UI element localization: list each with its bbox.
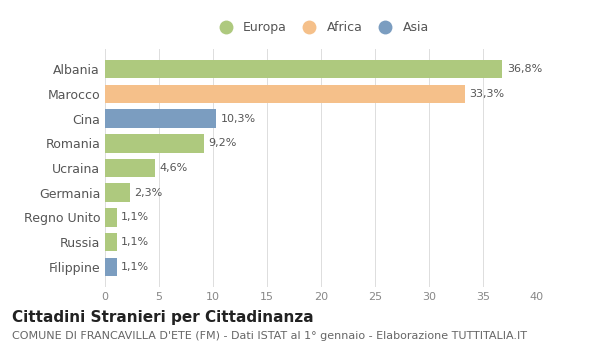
Bar (105, 208, 117, 227)
Text: Cittadini Stranieri per Cittadinanza: Cittadini Stranieri per Cittadinanza (12, 310, 314, 325)
Legend: Europa, Africa, Asia: Europa, Africa, Asia (209, 18, 433, 38)
Text: 2,3%: 2,3% (134, 188, 163, 198)
Text: 1,1%: 1,1% (121, 237, 149, 247)
Bar (105, 134, 205, 153)
Text: 4,6%: 4,6% (159, 163, 187, 173)
Text: COMUNE DI FRANCAVILLA D'ETE (FM) - Dati ISTAT al 1° gennaio - Elaborazione TUTTI: COMUNE DI FRANCAVILLA D'ETE (FM) - Dati … (12, 331, 527, 341)
Text: 33,3%: 33,3% (469, 89, 504, 99)
Bar (105, 109, 216, 128)
Text: 9,2%: 9,2% (209, 138, 237, 148)
Bar (105, 85, 464, 103)
Bar (105, 183, 130, 202)
Bar (105, 258, 117, 276)
Text: 36,8%: 36,8% (507, 64, 542, 74)
Bar (105, 60, 502, 78)
Text: 1,1%: 1,1% (121, 212, 149, 223)
Text: 10,3%: 10,3% (221, 113, 256, 124)
Text: 1,1%: 1,1% (121, 262, 149, 272)
Bar (105, 233, 117, 251)
Bar (105, 159, 155, 177)
